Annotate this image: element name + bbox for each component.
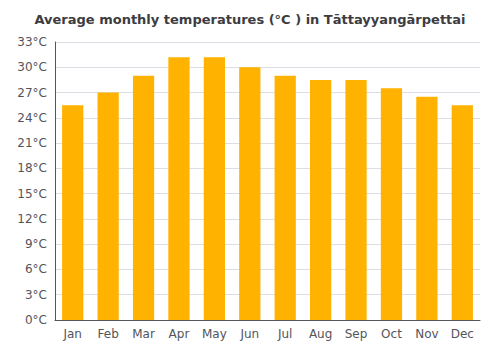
svg-text:9°C: 9°C (25, 237, 47, 251)
svg-text:21°C: 21°C (17, 136, 47, 150)
svg-text:May: May (202, 327, 227, 341)
svg-text:Oct: Oct (381, 327, 402, 341)
svg-text:Jul: Jul (277, 327, 292, 341)
svg-text:6°C: 6°C (25, 262, 47, 276)
svg-text:Sep: Sep (345, 327, 368, 341)
svg-text:Jun: Jun (239, 327, 259, 341)
svg-text:15°C: 15°C (17, 187, 47, 201)
svg-text:Jan: Jan (62, 327, 82, 341)
svg-text:Apr: Apr (169, 327, 190, 341)
svg-text:12°C: 12°C (17, 212, 47, 226)
svg-text:0°C: 0°C (25, 313, 47, 327)
svg-text:18°C: 18°C (17, 161, 47, 175)
svg-text:Mar: Mar (132, 327, 155, 341)
svg-text:3°C: 3°C (25, 288, 47, 302)
svg-text:27°C: 27°C (17, 86, 47, 100)
svg-text:Feb: Feb (98, 327, 119, 341)
svg-text:Dec: Dec (451, 327, 474, 341)
svg-text:24°C: 24°C (17, 111, 47, 125)
svg-text:Nov: Nov (415, 327, 438, 341)
svg-text:Aug: Aug (309, 327, 332, 341)
svg-text:Average monthly temperatures (: Average monthly temperatures (°C ) in Tā… (34, 12, 465, 27)
svg-text:33°C: 33°C (17, 35, 47, 49)
svg-text:30°C: 30°C (17, 60, 47, 74)
